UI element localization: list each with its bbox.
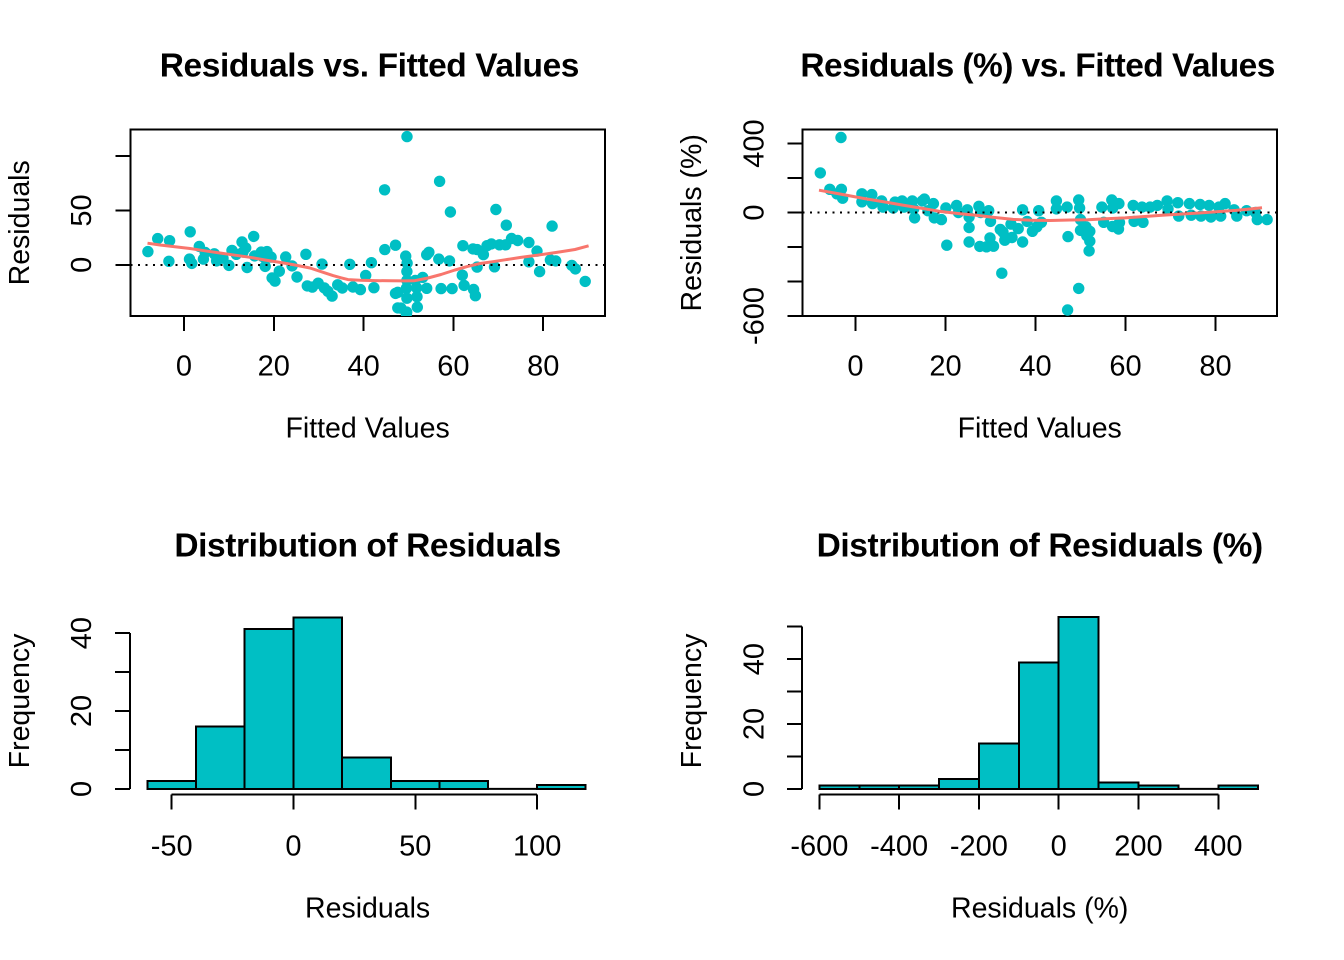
svg-text:0: 0 [739, 781, 771, 797]
svg-text:20: 20 [739, 708, 771, 740]
svg-text:20: 20 [929, 351, 961, 383]
svg-text:60: 60 [437, 351, 469, 383]
svg-text:40: 40 [739, 643, 771, 675]
svg-text:Frequency: Frequency [4, 633, 36, 768]
svg-text:Residuals: Residuals [305, 893, 430, 925]
svg-text:Residuals (%): Residuals (%) [676, 134, 708, 311]
svg-text:Residuals (%): Residuals (%) [951, 893, 1128, 925]
svg-text:-200: -200 [950, 831, 1008, 863]
svg-text:80: 80 [527, 351, 559, 383]
svg-text:60: 60 [1109, 351, 1141, 383]
svg-text:-600: -600 [739, 287, 771, 345]
svg-text:0: 0 [847, 351, 863, 383]
svg-text:50: 50 [66, 194, 98, 226]
svg-text:Fitted Values: Fitted Values [958, 413, 1122, 445]
svg-text:40: 40 [66, 617, 98, 649]
svg-text:Distribution of Residuals: Distribution of Residuals [174, 528, 560, 565]
svg-text:40: 40 [1019, 351, 1051, 383]
svg-text:0: 0 [285, 831, 301, 863]
svg-text:200: 200 [1114, 831, 1162, 863]
svg-text:Residuals (%) vs. Fitted Value: Residuals (%) vs. Fitted Values [800, 48, 1274, 85]
svg-text:0: 0 [66, 257, 98, 273]
svg-text:400: 400 [739, 119, 771, 167]
svg-text:0: 0 [176, 351, 192, 383]
svg-text:Residuals vs. Fitted Values: Residuals vs. Fitted Values [160, 48, 579, 85]
svg-text:100: 100 [513, 831, 561, 863]
svg-text:20: 20 [258, 351, 290, 383]
svg-text:50: 50 [399, 831, 431, 863]
svg-text:20: 20 [66, 695, 98, 727]
svg-text:-400: -400 [870, 831, 928, 863]
svg-text:Residuals: Residuals [4, 160, 36, 285]
svg-text:40: 40 [347, 351, 379, 383]
svg-text:Fitted Values: Fitted Values [285, 413, 449, 445]
svg-text:-600: -600 [790, 831, 848, 863]
svg-text:400: 400 [1194, 831, 1242, 863]
svg-text:0: 0 [66, 781, 98, 797]
svg-text:0: 0 [739, 204, 771, 220]
svg-text:0: 0 [1051, 831, 1067, 863]
svg-text:Frequency: Frequency [676, 633, 708, 768]
svg-text:80: 80 [1199, 351, 1231, 383]
svg-text:-50: -50 [151, 831, 193, 863]
svg-text:Distribution of Residuals (%): Distribution of Residuals (%) [817, 528, 1263, 565]
